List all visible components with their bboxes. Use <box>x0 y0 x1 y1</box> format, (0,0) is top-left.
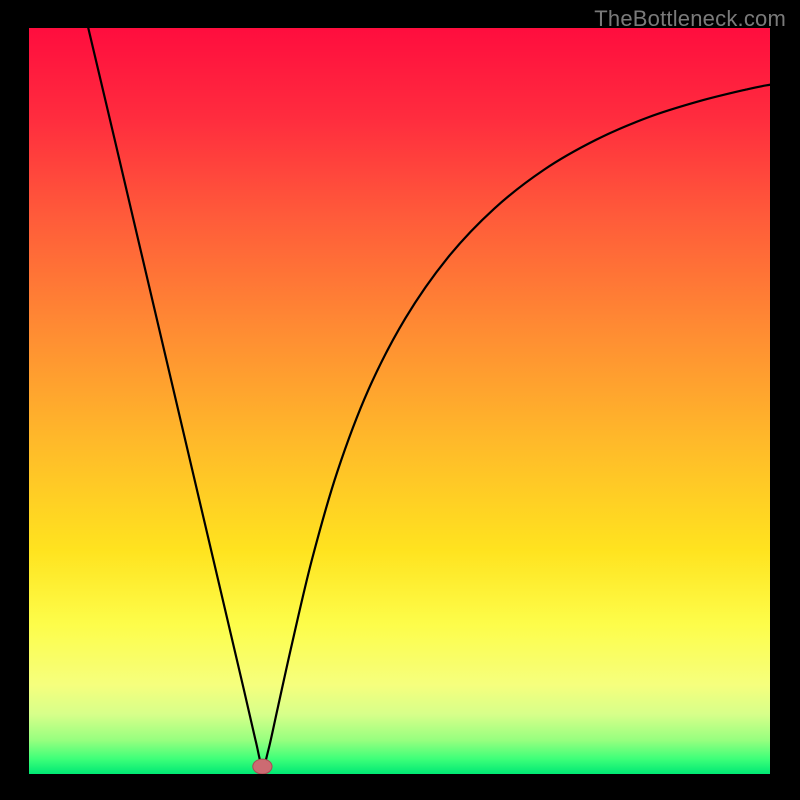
vertex-marker <box>253 759 272 774</box>
plot-curve-layer <box>29 28 770 774</box>
bottleneck-curve <box>88 28 770 767</box>
plot-area <box>29 28 770 774</box>
watermark-text: TheBottleneck.com <box>594 6 786 32</box>
